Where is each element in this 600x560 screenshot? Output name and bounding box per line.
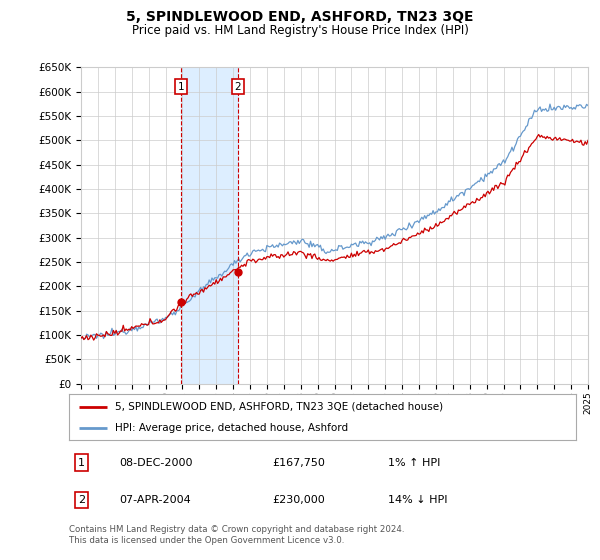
Text: 1: 1 (78, 458, 85, 468)
Text: 07-APR-2004: 07-APR-2004 (120, 494, 191, 505)
Text: 08-DEC-2000: 08-DEC-2000 (120, 458, 193, 468)
Text: £230,000: £230,000 (272, 494, 325, 505)
Text: 5, SPINDLEWOOD END, ASHFORD, TN23 3QE: 5, SPINDLEWOOD END, ASHFORD, TN23 3QE (126, 10, 474, 24)
Text: 2: 2 (78, 494, 85, 505)
Text: 2: 2 (235, 82, 241, 92)
Text: 5, SPINDLEWOOD END, ASHFORD, TN23 3QE (detached house): 5, SPINDLEWOOD END, ASHFORD, TN23 3QE (d… (115, 402, 443, 412)
Text: HPI: Average price, detached house, Ashford: HPI: Average price, detached house, Ashf… (115, 423, 348, 433)
Text: 1: 1 (178, 82, 184, 92)
Bar (181, 67, 238, 384)
Text: 14% ↓ HPI: 14% ↓ HPI (388, 494, 448, 505)
Text: 1% ↑ HPI: 1% ↑ HPI (388, 458, 441, 468)
Text: Price paid vs. HM Land Registry's House Price Index (HPI): Price paid vs. HM Land Registry's House … (131, 24, 469, 36)
Text: Contains HM Land Registry data © Crown copyright and database right 2024.
This d: Contains HM Land Registry data © Crown c… (69, 525, 404, 545)
Text: £167,750: £167,750 (272, 458, 325, 468)
